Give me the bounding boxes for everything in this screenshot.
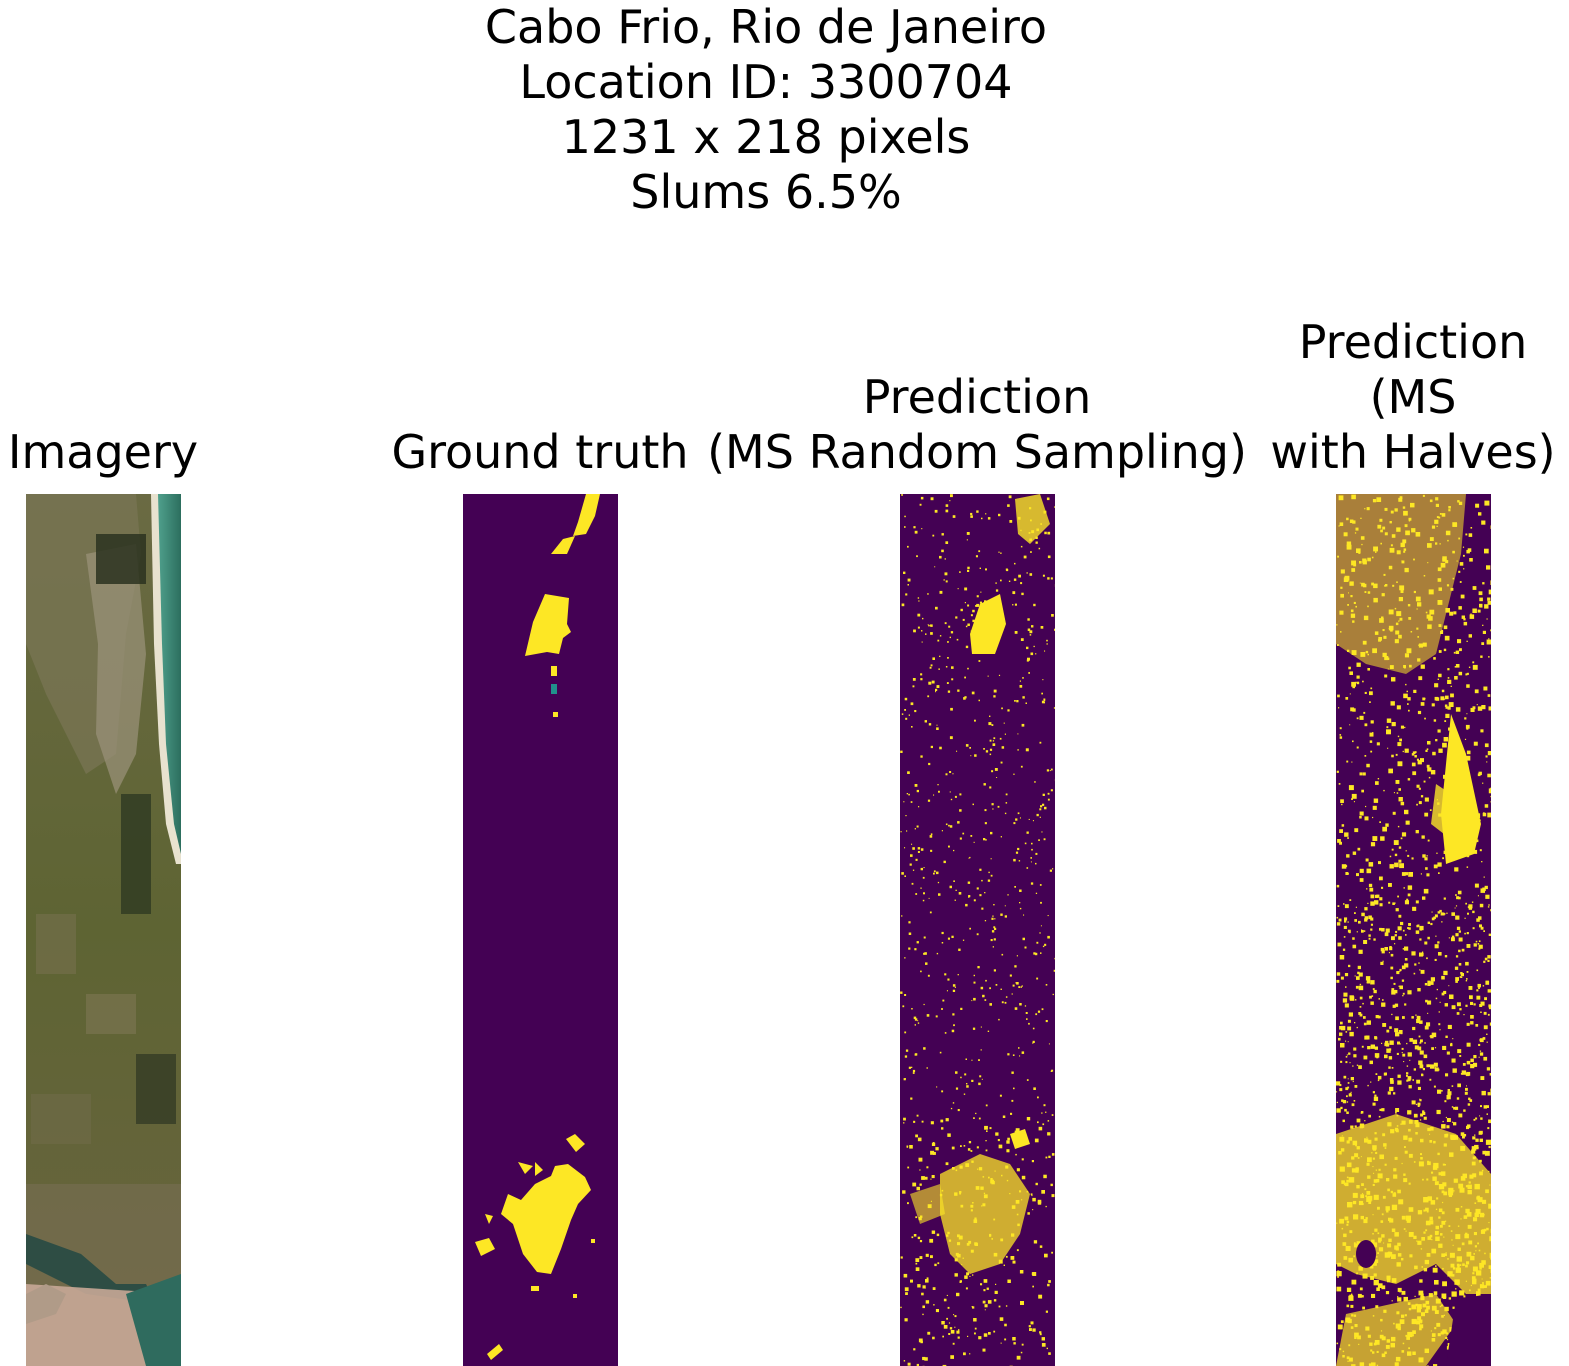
panel-title-prediction-random: Prediction (MS Random Sampling) [707,370,1247,479]
prediction-random-mask [900,494,1055,1366]
satellite-image [26,494,181,1366]
panel-title-ground-truth: Ground truth [391,425,689,479]
suptitle-slum-share: Slums 6.5% [630,165,902,219]
suptitle-dimensions: 1231 x 218 pixels [561,110,971,164]
prediction-random-panel [900,494,1055,1366]
prediction-halves-panel [1336,494,1491,1366]
panel-title-imagery: Imagery [7,425,199,479]
suptitle-location-id: Location ID: 3300704 [519,55,1013,109]
prediction-halves-mask [1336,494,1491,1366]
figure-suptitle: Cabo Frio, Rio de Janeiro Location ID: 3… [0,0,1532,220]
ground-truth-mask [463,494,618,1366]
imagery-panel [26,494,181,1366]
suptitle-city: Cabo Frio, Rio de Janeiro [484,0,1048,54]
ground-truth-panel [463,494,618,1366]
panel-title-prediction-halves: Prediction (MS with Halves) [1270,315,1556,479]
